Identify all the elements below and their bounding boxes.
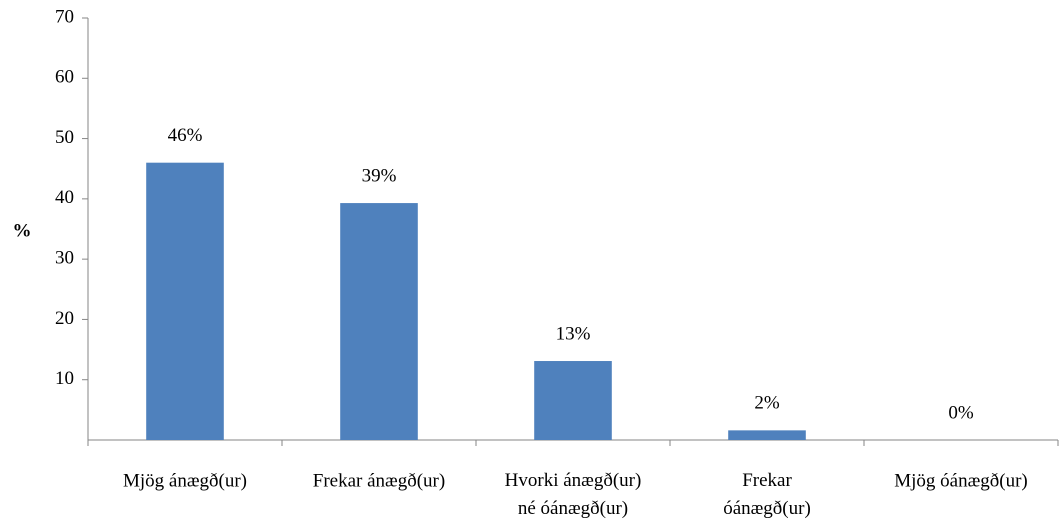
data-label: 39% [362,165,397,186]
y-tick-label: 30 [55,248,74,269]
data-label: 2% [754,393,780,414]
x-tick-label: Mjög ánægð(ur) [123,470,247,491]
bar [728,430,806,440]
data-label: 46% [168,125,203,146]
bar [534,361,612,440]
y-tick-label: 70 [55,6,74,27]
x-tick-label: Frekar ánægð(ur) [313,470,445,491]
x-tick-label: Frekar óánægð(ur) [723,470,811,519]
x-tick-label: Mjög óánægð(ur) [894,470,1028,491]
data-label: 13% [556,323,591,344]
bar [146,162,224,440]
y-tick-label: 20 [55,308,74,329]
y-tick-label: 50 [55,127,74,148]
y-tick-label: 40 [55,187,74,208]
y-axis-label: % [13,220,32,241]
y-tick-label: 10 [55,368,74,389]
data-label: 0% [948,402,974,423]
y-tick-label: 60 [55,67,74,88]
bar [340,203,418,440]
x-tick-label: Hvorki ánægð(ur) né óánægð(ur) [505,470,642,519]
